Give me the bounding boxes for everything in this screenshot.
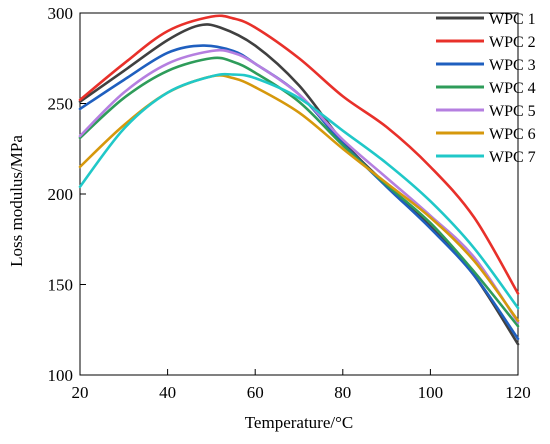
y-tick-label: 300 [48,4,74,23]
series-line-wpc-2 [78,14,520,295]
series-line-wpc-7 [78,72,520,310]
series-line-wpc-5 [78,48,520,324]
series-line-wpc-6 [78,74,520,322]
series-line-wpc-1 [78,23,520,346]
legend-label-wpc-5: WPC 5 [489,103,536,120]
y-tick-label: 200 [48,185,74,204]
series-line-wpc-3 [78,44,520,341]
x-tick-label: 20 [72,383,89,402]
x-axis-label: Temperature/°C [245,413,354,432]
x-tick-label: 60 [247,383,264,402]
y-tick-label: 100 [48,366,74,385]
plot-border [79,12,519,376]
plot-frame [79,12,519,376]
x-tick-label: 80 [334,383,351,402]
x-tick-label: 40 [159,383,176,402]
y-tick-label: 150 [48,276,74,295]
legend-label-wpc-1: WPC 1 [489,11,536,28]
x-tick-label: 120 [505,383,531,402]
legend-label-wpc-3: WPC 3 [489,57,536,74]
legend: WPC 1 WPC 2 WPC 3 WPC 4 WPC 5 WPC 6 WPC 7 [436,11,536,166]
legend-label-wpc-4: WPC 4 [489,80,536,97]
y-axis-label: Loss modulus/MPa [7,135,26,267]
legend-label-wpc-2: WPC 2 [489,34,536,51]
legend-label-wpc-6: WPC 6 [489,126,536,143]
axes-layer: 20 40 60 80 100 120 100 150 200 250 300 [48,4,531,402]
y-tick-label: 250 [48,95,74,114]
legend-label-wpc-7: WPC 7 [489,149,536,166]
series-layer [78,14,520,346]
x-tick-label: 100 [418,383,444,402]
